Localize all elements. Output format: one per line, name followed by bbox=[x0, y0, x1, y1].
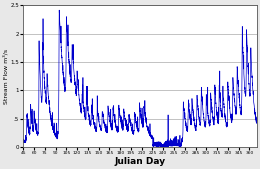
X-axis label: Julian Day: Julian Day bbox=[114, 156, 165, 165]
Y-axis label: Stream Flow m³/s: Stream Flow m³/s bbox=[3, 49, 9, 104]
